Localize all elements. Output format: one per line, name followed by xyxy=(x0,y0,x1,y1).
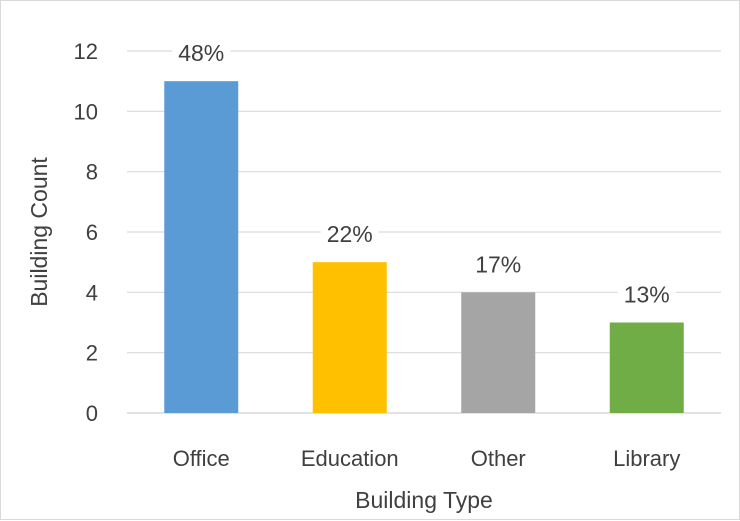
x-axis-ticks: Office Education Other Library xyxy=(173,446,681,471)
y-tick-label: 4 xyxy=(86,280,98,305)
y-tick-label: 8 xyxy=(86,160,98,185)
data-label-bg xyxy=(320,222,379,250)
x-tick-label: Education xyxy=(301,446,399,471)
data-label-bg xyxy=(469,252,528,280)
y-tick-label: 10 xyxy=(74,99,98,124)
x-tick-label: Office xyxy=(173,446,230,471)
x-axis-title: Building Type xyxy=(355,487,493,513)
data-label: 48% xyxy=(178,40,224,66)
x-tick-label: Other xyxy=(471,446,526,471)
data-label-bg xyxy=(172,41,231,69)
bar-education xyxy=(312,262,387,413)
bar-other xyxy=(461,292,536,413)
y-tick-label: 12 xyxy=(74,39,98,64)
x-tick-label: Library xyxy=(613,446,680,471)
bar-office xyxy=(164,81,239,414)
bar-library xyxy=(609,322,684,413)
data-label-bg xyxy=(617,282,676,310)
y-axis-ticks: 0 2 4 6 8 10 12 xyxy=(74,39,98,426)
y-tick-label: 6 xyxy=(86,220,98,245)
bars xyxy=(164,81,684,414)
data-label: 22% xyxy=(327,221,373,247)
y-tick-label: 2 xyxy=(86,341,98,366)
data-label: 13% xyxy=(624,282,670,308)
y-axis-title: Building Count xyxy=(26,157,52,307)
data-label: 17% xyxy=(475,251,521,277)
y-tick-label: 0 xyxy=(86,401,98,426)
data-labels: 48% 22% 17% 13% xyxy=(172,40,676,310)
